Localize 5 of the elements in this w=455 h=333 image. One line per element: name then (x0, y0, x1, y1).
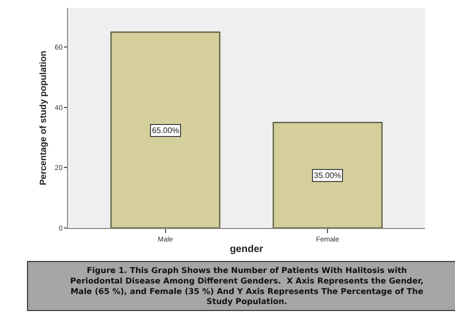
data-label: 35.00% (314, 171, 342, 180)
caption: Figure 1. This Graph Shows the Number of Patients With Halitosis with Periodontal Disease Among Different Genders. X Axis Represents the Gender, Male (65 %), and Female (35 %) And Y Axis Represents The Percentage of The Study Population. (70, 266, 424, 306)
y-axis-title: Percentage of study population (38, 50, 48, 186)
data-label: 65.00% (152, 126, 180, 135)
x-axis-title: gender (230, 244, 264, 255)
